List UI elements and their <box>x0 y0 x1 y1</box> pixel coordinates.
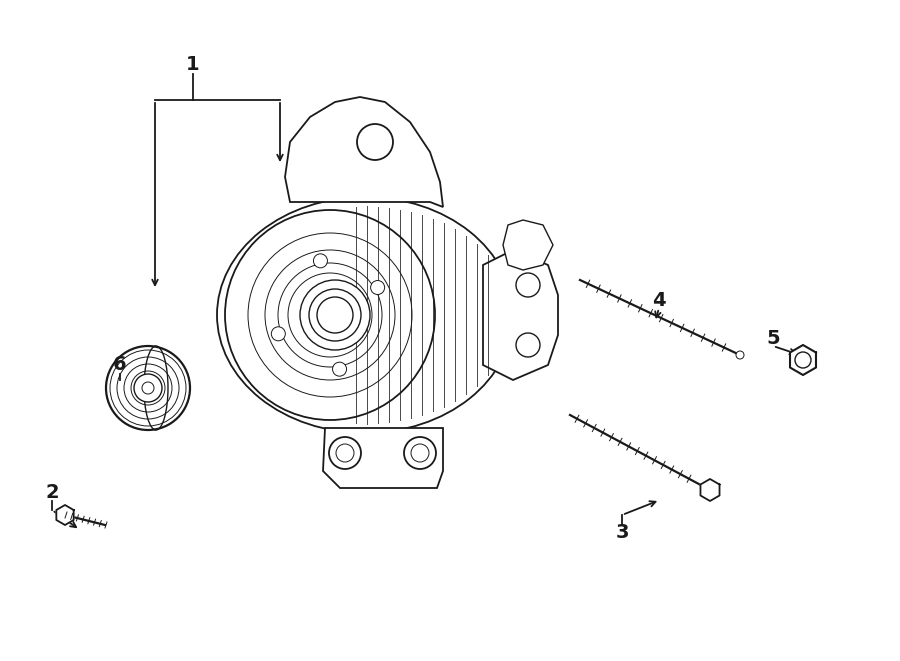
Circle shape <box>516 333 540 357</box>
Polygon shape <box>503 220 553 270</box>
Circle shape <box>329 437 361 469</box>
Polygon shape <box>323 428 443 488</box>
Circle shape <box>357 124 393 160</box>
Circle shape <box>271 327 285 341</box>
Circle shape <box>404 437 436 469</box>
Circle shape <box>333 362 346 376</box>
Circle shape <box>336 444 354 462</box>
Polygon shape <box>285 97 443 207</box>
Ellipse shape <box>217 197 513 433</box>
Polygon shape <box>790 345 816 375</box>
Circle shape <box>516 273 540 297</box>
Polygon shape <box>57 505 74 525</box>
Circle shape <box>317 297 353 333</box>
Text: 3: 3 <box>616 524 629 543</box>
Text: 2: 2 <box>45 483 58 502</box>
Circle shape <box>795 352 811 368</box>
Text: 4: 4 <box>652 290 666 309</box>
Circle shape <box>142 382 154 394</box>
Circle shape <box>736 351 744 359</box>
Polygon shape <box>700 479 719 501</box>
Circle shape <box>371 280 384 295</box>
Circle shape <box>134 374 162 402</box>
Text: 5: 5 <box>766 329 779 348</box>
Polygon shape <box>483 250 558 380</box>
Circle shape <box>309 289 361 341</box>
Circle shape <box>313 254 328 268</box>
Text: 6: 6 <box>113 356 127 375</box>
Circle shape <box>411 444 429 462</box>
Text: 1: 1 <box>186 56 200 75</box>
Circle shape <box>106 346 190 430</box>
Circle shape <box>225 210 435 420</box>
Circle shape <box>300 280 370 350</box>
